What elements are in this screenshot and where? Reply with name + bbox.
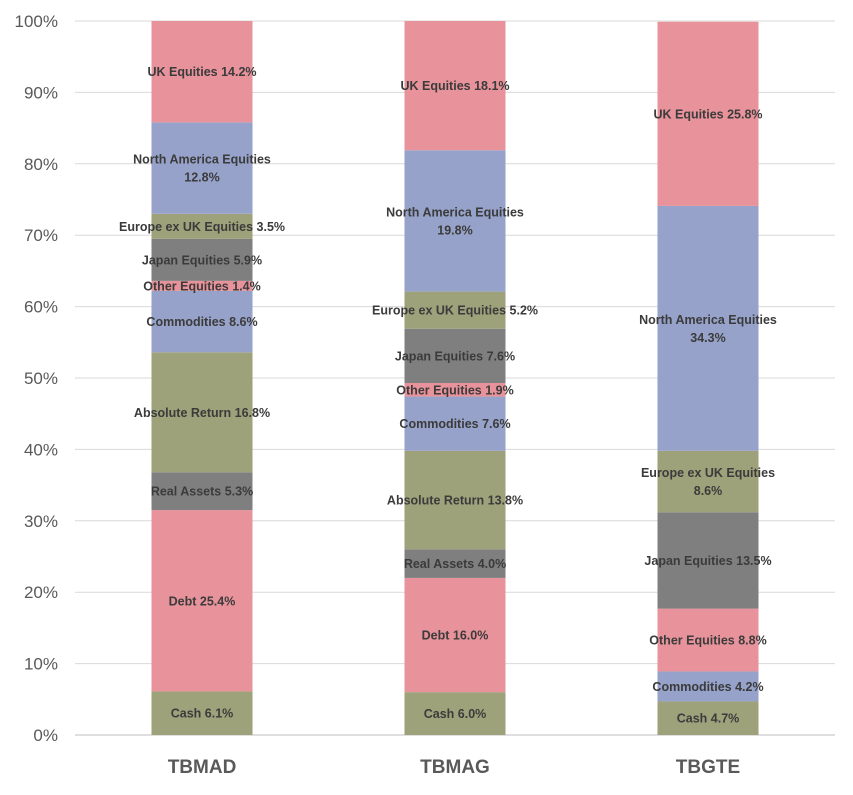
bar-segment <box>404 396 506 451</box>
bar-segment <box>404 21 506 151</box>
bar-segment <box>404 382 506 397</box>
bar-segment <box>404 577 506 693</box>
segment-data-label: Europe ex UK Equities 5.2% <box>372 304 538 318</box>
x-category-label: TBMAD <box>168 757 237 778</box>
bar-segment <box>151 280 253 291</box>
bar-segment <box>404 450 506 550</box>
y-tick-label: 90% <box>24 83 58 102</box>
segment-data-label: Debt 25.4% <box>169 594 236 608</box>
segment-data-label: Absolute Return 16.8% <box>134 406 270 420</box>
segment-data-label: UK Equities 14.2% <box>147 65 256 79</box>
segment-data-label: Absolute Return 13.8% <box>387 494 523 508</box>
bar-segment <box>657 21 759 206</box>
segment-data-label: North America Equities 34.3% <box>639 313 777 345</box>
bar-segment <box>657 205 759 451</box>
bar-segment <box>404 291 506 329</box>
segment-data-label: Other Equities 1.9% <box>396 383 513 397</box>
bar-segment <box>404 150 506 292</box>
segment-data-label: Other Equities 8.8% <box>649 634 766 648</box>
segment-data-label: UK Equities 18.1% <box>400 79 509 93</box>
segment-data-label: Commodities 4.2% <box>652 680 763 694</box>
bar-segment <box>657 608 759 672</box>
segment-data-label: Japan Equities 13.5% <box>644 554 771 568</box>
segment-data-label: Other Equities 1.4% <box>143 279 260 293</box>
bar-segment <box>657 512 759 609</box>
segment-data-label: Commodities 7.6% <box>399 417 510 431</box>
bar-segment <box>657 450 759 513</box>
x-category-label: TBGTE <box>676 757 740 778</box>
y-tick-label: 40% <box>24 440 58 459</box>
segment-data-label: Debt 16.0% <box>422 629 489 643</box>
segment-data-label: Cash 6.0% <box>424 707 487 721</box>
bar-segment <box>151 238 253 281</box>
segment-data-label: Real Assets 5.3% <box>151 485 253 499</box>
y-tick-label: 100% <box>15 12 58 31</box>
bar-segment <box>404 549 506 578</box>
y-tick-label: 70% <box>24 226 58 245</box>
bar-segment <box>151 352 253 473</box>
x-category-label: TBMAG <box>420 757 490 778</box>
y-tick-label: 0% <box>33 726 58 745</box>
segment-data-label: Europe ex UK Equities 3.5% <box>119 220 285 234</box>
segment-data-label: Cash 4.7% <box>677 712 740 726</box>
bar-segment <box>404 692 506 735</box>
segment-data-label: North America Equities 12.8% <box>133 153 271 185</box>
y-tick-label: 50% <box>24 369 58 388</box>
segment-data-label: Europe ex UK Equities 8.6% <box>641 466 775 498</box>
bar-segment <box>404 328 506 383</box>
segment-data-label: Commodities 8.6% <box>146 315 257 329</box>
bar-segment <box>151 122 253 214</box>
y-tick-label: 10% <box>24 655 58 674</box>
bar-segment <box>151 290 253 353</box>
segment-data-label: Japan Equities 7.6% <box>395 349 515 363</box>
segment-data-label: UK Equities 25.8% <box>653 107 762 121</box>
segment-labels: Cash 6.1% Debt 25.4% Real Assets 5.3% Absol… <box>119 65 777 726</box>
bar-segment <box>151 691 253 735</box>
bar-segment <box>657 671 759 702</box>
bar-segment <box>151 510 253 692</box>
segment-data-label: Real Assets 4.0% <box>404 557 506 571</box>
x-axis-categories: TBMAD TBMAG TBGTE <box>168 757 741 778</box>
y-tick-label: 30% <box>24 512 58 531</box>
y-tick-label: 60% <box>24 298 58 317</box>
segment-data-label: Cash 6.1% <box>171 707 234 721</box>
y-axis-ticks: 0% 10% 20% 30% 40% 50% 60% 70% 80% 90% 100% <box>15 12 58 745</box>
y-tick-label: 80% <box>24 155 58 174</box>
bar-segment <box>151 21 253 123</box>
segment-data-label: Japan Equities 5.9% <box>142 253 262 267</box>
bar-segment <box>657 701 759 735</box>
bars <box>151 21 759 735</box>
bar-segment <box>151 213 253 239</box>
bar-segment <box>151 472 253 511</box>
segment-data-label: North America Equities 19.8% <box>386 205 524 237</box>
y-tick-label: 20% <box>24 583 58 602</box>
